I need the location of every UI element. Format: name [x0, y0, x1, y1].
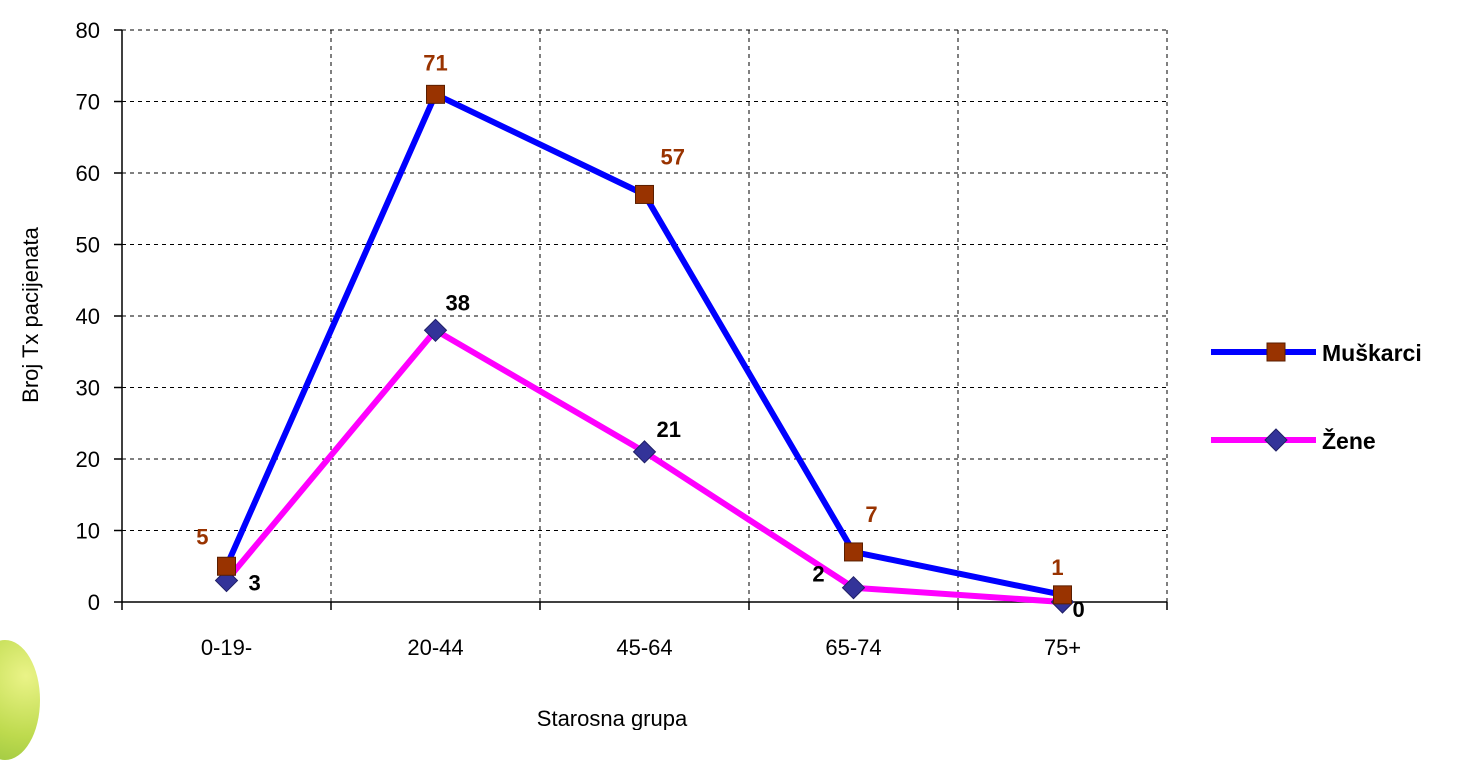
legend-marker [1266, 342, 1286, 362]
x-tick-label: 75+ [1044, 635, 1081, 660]
data-point-marker [632, 440, 657, 464]
data-point-marker [844, 542, 863, 562]
x-axis-ticks: 0-19- 20-44 45-64 65-74 75+ [121, 602, 1168, 660]
data-point-marker [217, 556, 236, 576]
y-axis-ticks: 0 10 20 30 40 50 60 70 80 [76, 18, 122, 615]
series-layer [214, 84, 1075, 614]
data-label: 2 [812, 562, 824, 587]
x-tick-label: 0-19- [201, 635, 252, 660]
data-label: 5 [196, 524, 208, 549]
x-tick-label: 65-74 [825, 635, 881, 660]
y-tick-label: 10 [76, 519, 100, 544]
data-label: 57 [661, 144, 685, 169]
data-label: 3 [249, 571, 261, 596]
x-tick-label: 45-64 [616, 635, 672, 660]
data-label: 7 [865, 502, 877, 527]
y-tick-label: 40 [76, 304, 100, 329]
y-tick-label: 60 [76, 161, 100, 186]
legend-marker [1264, 428, 1288, 452]
series-line-muskarci [223, 91, 1064, 598]
legend: Muškarci Žene [1211, 340, 1422, 454]
data-point-marker [1053, 585, 1072, 605]
data-label: 38 [446, 290, 470, 315]
y-tick-label: 0 [88, 590, 100, 615]
legend-label: Muškarci [1322, 340, 1422, 366]
data-label: 1 [1051, 555, 1063, 580]
x-axis-title: Starosna grupa [537, 706, 688, 730]
data-label: 21 [657, 417, 681, 442]
y-axis-title: Broj Tx pacijenata [18, 226, 43, 402]
x-tick-label: 20-44 [407, 635, 463, 660]
data-point-marker [426, 84, 445, 104]
y-tick-label: 50 [76, 233, 100, 258]
data-point-marker [841, 575, 866, 600]
data-label: 0 [1073, 597, 1085, 622]
data-point-marker [635, 184, 654, 204]
series-line-zene [224, 327, 1063, 605]
data-label: 71 [423, 50, 447, 75]
y-tick-label: 30 [76, 376, 100, 401]
data-point-marker [423, 318, 448, 343]
y-tick-label: 20 [76, 447, 100, 472]
legend-label: Žene [1322, 427, 1376, 454]
y-tick-label: 70 [76, 90, 100, 115]
y-tick-label: 80 [76, 18, 100, 43]
